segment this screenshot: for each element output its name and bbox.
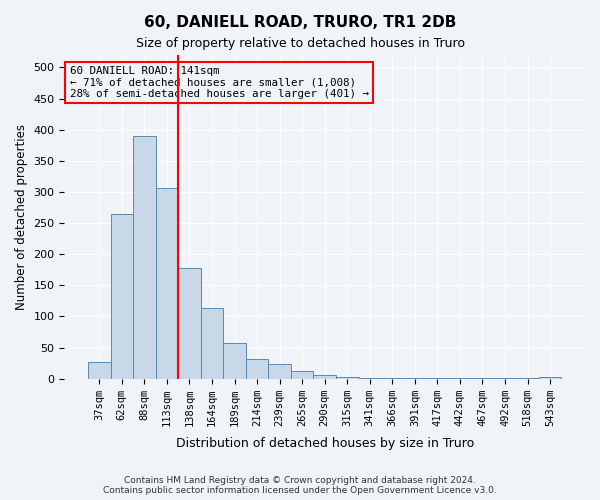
Bar [110,214,133,378]
Text: 60 DANIELL ROAD: 141sqm
← 71% of detached houses are smaller (1,008)
28% of semi: 60 DANIELL ROAD: 141sqm ← 71% of detache… [70,66,368,99]
Bar [246,358,268,378]
Bar [133,136,155,378]
X-axis label: Distribution of detached houses by size in Truro: Distribution of detached houses by size … [176,437,474,450]
Text: Contains HM Land Registry data © Crown copyright and database right 2024.
Contai: Contains HM Land Registry data © Crown c… [103,476,497,495]
Bar [223,343,246,378]
Bar [539,377,562,378]
Bar [155,188,178,378]
Bar [88,362,110,378]
Bar [313,375,336,378]
Text: Size of property relative to detached houses in Truro: Size of property relative to detached ho… [136,38,464,51]
Bar [268,364,291,378]
Bar [291,370,313,378]
Bar [178,268,201,378]
Bar [201,308,223,378]
Text: 60, DANIELL ROAD, TRURO, TR1 2DB: 60, DANIELL ROAD, TRURO, TR1 2DB [144,15,456,30]
Y-axis label: Number of detached properties: Number of detached properties [15,124,28,310]
